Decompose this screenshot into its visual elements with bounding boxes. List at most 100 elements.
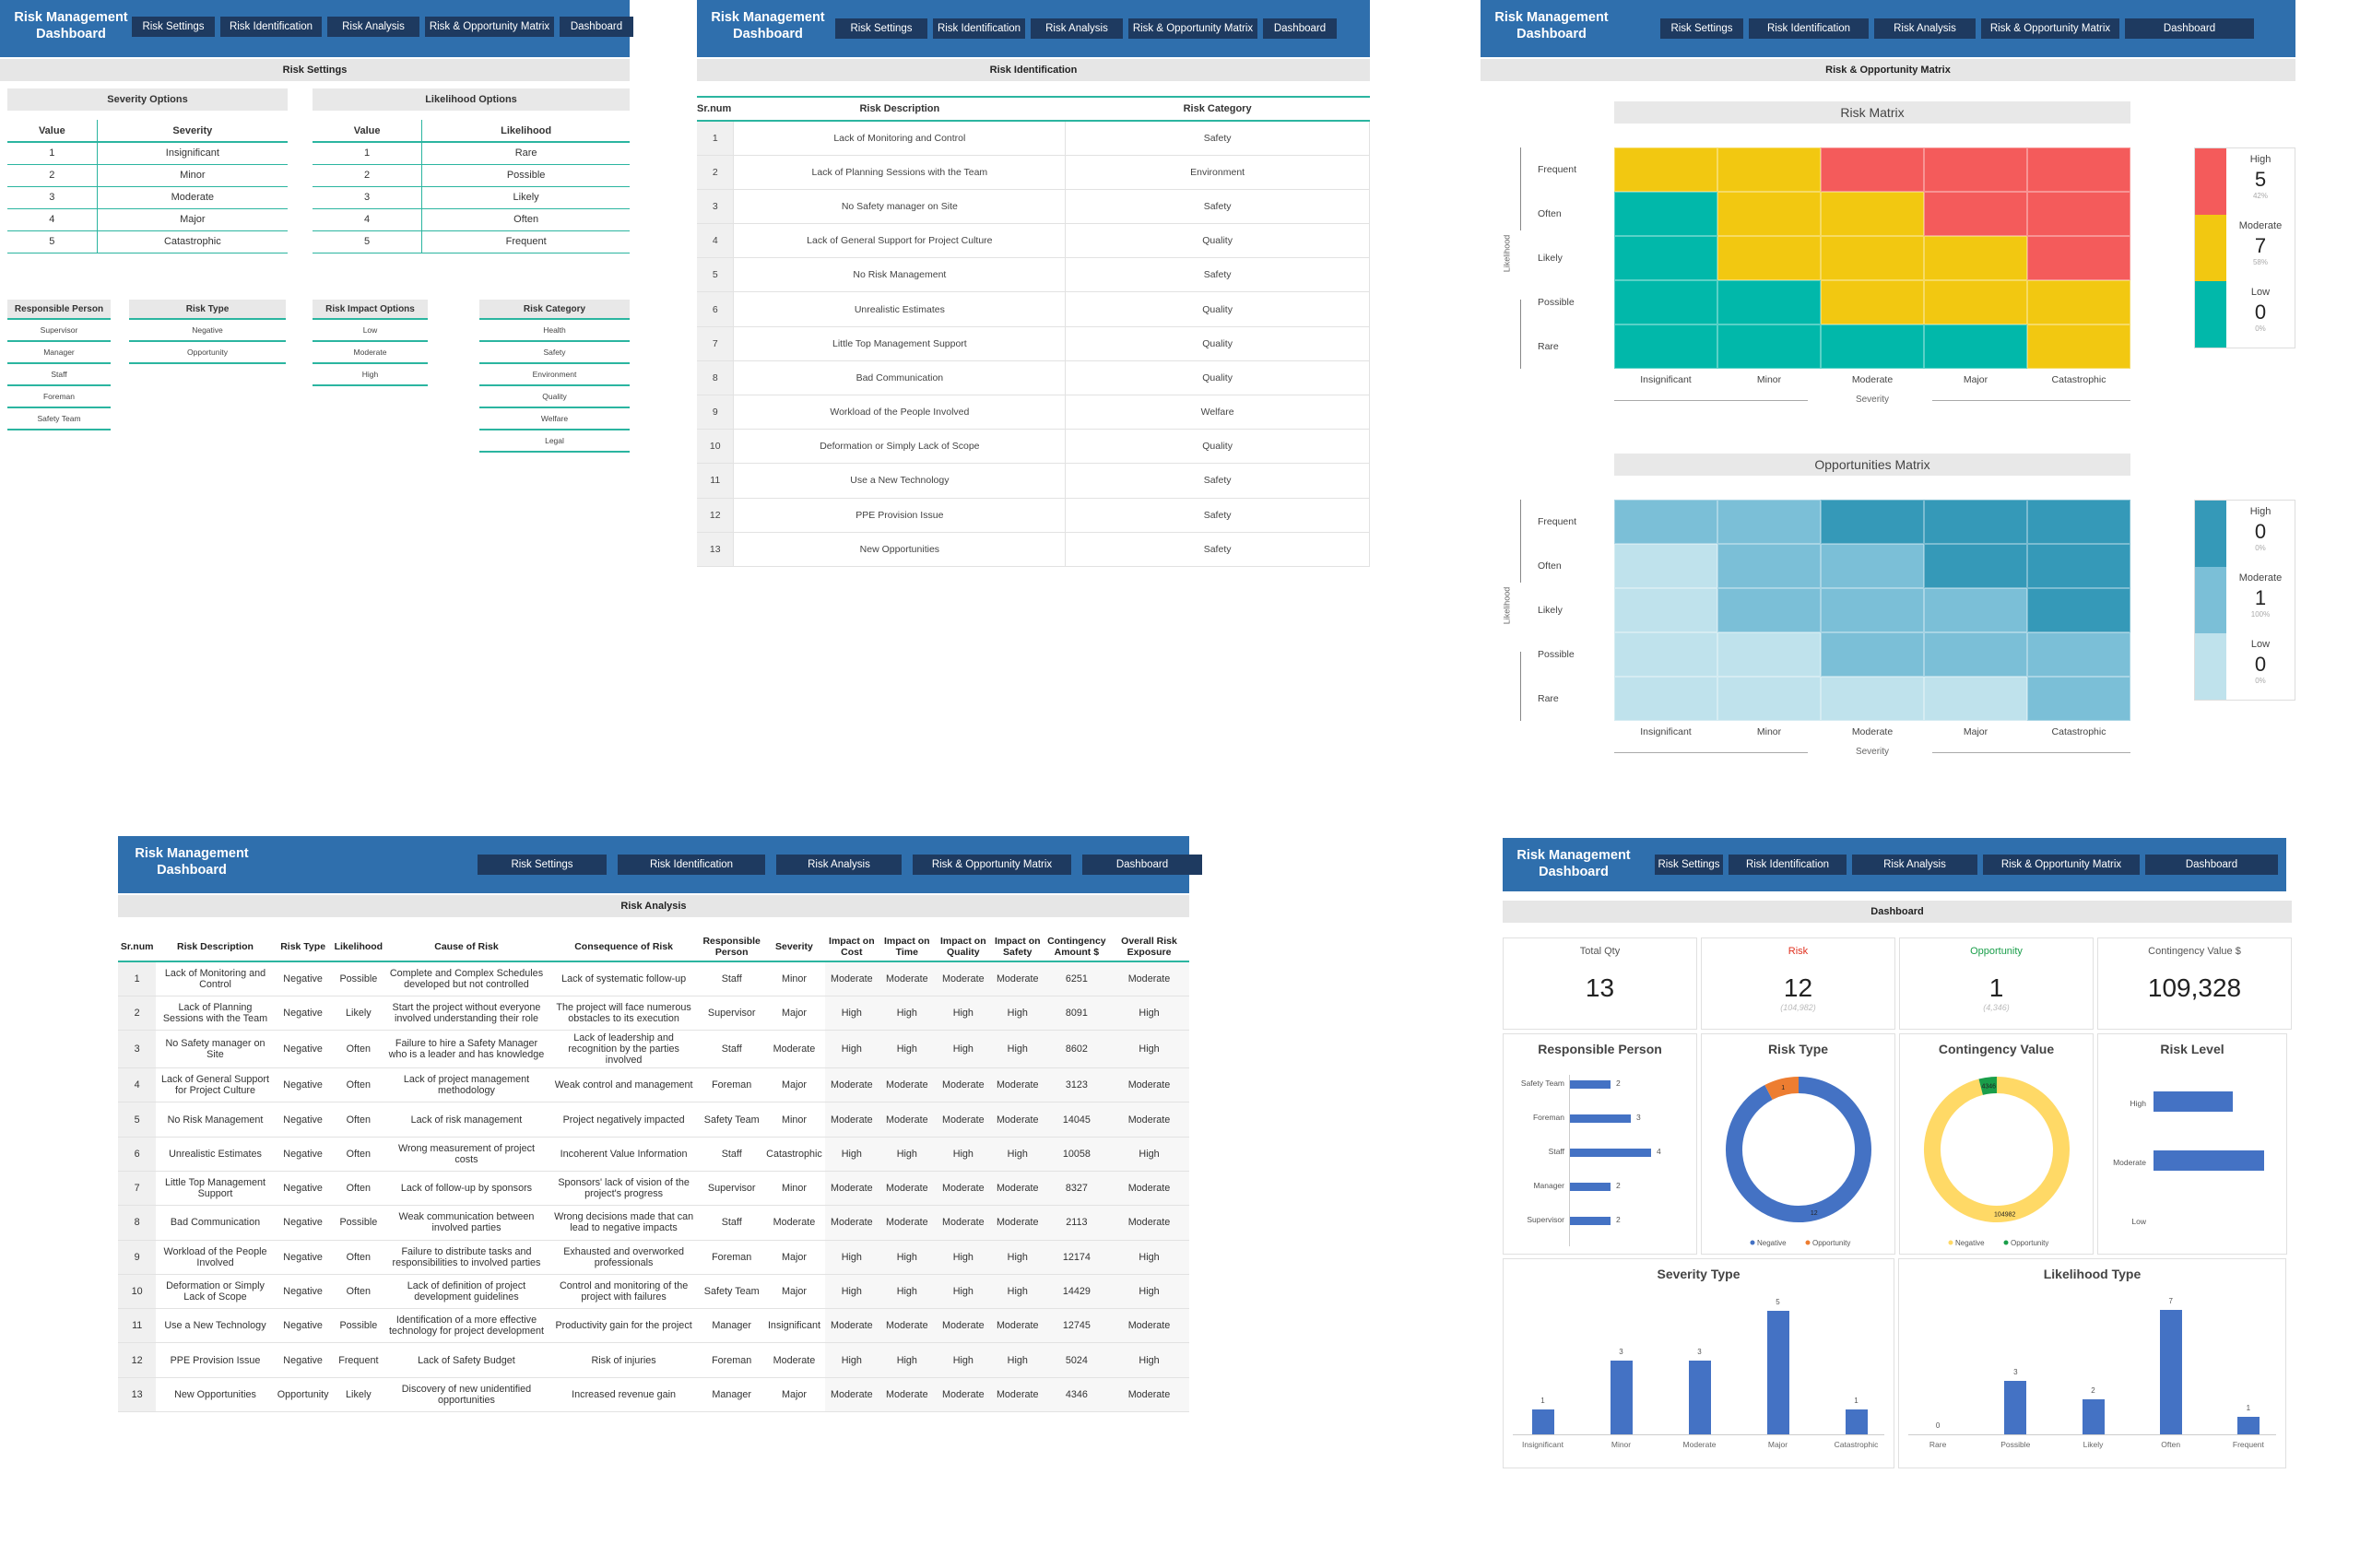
option-list-item: High [313,364,428,386]
nav-risk-settings[interactable]: Risk Settings [835,18,927,39]
matrix-cell [2027,280,2130,324]
table-cell: Safety [1065,498,1370,533]
table-row: 6 Unrealistic Estimates Negative Often Wrong… [118,1137,1189,1172]
matrix-cell [1924,280,2027,324]
table-cell: High [878,1137,936,1172]
option-list: Risk Impact Options Low Moderate High [313,300,428,386]
nav-risk-settings[interactable]: Risk Settings [1660,18,1743,39]
nav-risk-settings[interactable]: Risk Settings [478,855,607,875]
table-cell: 1 [313,142,423,165]
nav-risk-identification[interactable]: Risk Identification [1749,18,1869,39]
kpi-label: Contingency Value $ [2148,946,2241,957]
table-cell: Moderate [878,1377,936,1413]
table-cell: 1 [7,142,98,165]
legend-swatch [1805,1240,1811,1245]
column-header: Impact on Cost [824,932,879,962]
contingency-value-chart: Contingency Value 104982 4346 Negative Oppor… [1899,1033,2094,1255]
nav-risk-analysis[interactable]: Risk Analysis [327,17,419,37]
table-cell: 3 [697,189,735,225]
table-cell: 2 [697,155,735,190]
table-cell: Little Top Management Support [733,326,1067,361]
table-cell: High [935,1137,991,1172]
nav-dashboard[interactable]: Dashboard [560,17,633,37]
table-cell: Often [331,1274,386,1310]
nav-risk-opportunity-matrix[interactable]: Risk & Opportunity Matrix [913,855,1071,875]
risk-settings-panel: Risk Management Dashboard Risk Settings … [0,0,633,453]
nav-risk-identification[interactable]: Risk Identification [220,17,322,37]
table-cell: Moderate [935,1308,991,1344]
table-cell: Moderate [763,1205,825,1241]
nav-risk-identification[interactable]: Risk Identification [618,855,765,875]
donut-slice [1978,1077,1998,1095]
table-cell: 13 [697,532,735,567]
table-cell: 2 [118,996,157,1032]
table-row: 7 Little Top Management Support Quality [697,326,1370,361]
table-cell: 5 [118,1102,157,1138]
table-cell: Staff [700,1137,764,1172]
x-axis-line [1932,400,2130,401]
table-cell: Moderate [824,1377,879,1413]
nav-risk-settings[interactable]: Risk Settings [132,17,215,37]
option-list-item: Moderate [313,342,428,364]
header: Risk Management Dashboard Risk Settings … [1481,0,2295,57]
table-cell: High [824,1342,879,1378]
table-cell: Control and monitoring of the project wi… [547,1274,701,1310]
table-cell: Lack of General Support for Project Cult… [733,223,1067,259]
table-row: 5 No Risk Management Safety [697,257,1370,293]
table-cell: Moderate [878,1308,936,1344]
table-cell: 6251 [1044,961,1110,996]
nav-dashboard[interactable]: Dashboard [2145,855,2278,875]
table-cell: 8602 [1044,1030,1110,1069]
table-row: 2 Minor [7,164,288,187]
table-row: 3 No Safety manager on Site Negative Often F… [118,1030,1189,1069]
nav-bar: Risk Settings Risk Identification Risk A… [132,17,633,37]
option-list: Responsible Person Supervisor Manager Staff… [7,300,111,430]
nav-risk-opportunity-matrix[interactable]: Risk & Opportunity Matrix [1128,18,1257,39]
level-swatch [2195,281,2226,348]
table-cell: Major [763,1067,825,1103]
matrix-cell [2027,236,2130,280]
matrix-cell [1717,588,1821,632]
nav-risk-analysis[interactable]: Risk Analysis [1874,18,1976,39]
nav-risk-opportunity-matrix[interactable]: Risk & Opportunity Matrix [1981,18,2119,39]
nav-risk-identification[interactable]: Risk Identification [933,18,1025,39]
nav-dashboard[interactable]: Dashboard [1082,855,1202,875]
matrix-cell [1924,192,2027,236]
page-subtitle: Dashboard [1503,901,2292,923]
table-cell: Likely [331,996,386,1032]
table-cell: Often [331,1030,386,1069]
bar-label: Staff [1548,1147,1564,1156]
table-row: 5 No Risk Management Negative Often Lack of … [118,1102,1189,1138]
nav-dashboard[interactable]: Dashboard [1263,18,1337,39]
nav-risk-settings[interactable]: Risk Settings [1655,855,1723,875]
risk-identification-table: Sr.num Risk Description Risk Category 1 Lack… [697,96,1370,567]
bar-value: 7 [2168,1297,2173,1306]
table-cell: Negative [274,1171,332,1207]
nav-risk-analysis[interactable]: Risk Analysis [776,855,902,875]
bar-label: Minor [1611,1440,1632,1449]
table-cell: Lack of Planning Sessions with the Team [733,155,1067,190]
matrix-cell [1924,147,2027,192]
table-row: 13 New Opportunities Opportunity Likely Disc… [118,1377,1189,1413]
table-header-row: Sr.num Risk Description Risk Type Likelihoo… [118,932,1189,962]
table-cell: Moderate [935,961,991,996]
nav-dashboard[interactable]: Dashboard [2125,18,2254,39]
table-row: 4 Often [313,208,630,231]
table-cell: Moderate [878,961,936,996]
table-cell: Moderate [1109,1308,1189,1344]
nav-risk-opportunity-matrix[interactable]: Risk & Opportunity Matrix [425,17,554,37]
level-swatch [2195,148,2226,215]
table-cell: Moderate [1109,1377,1189,1413]
kpi-subvalue: (4,346) [1983,1003,2010,1012]
nav-risk-opportunity-matrix[interactable]: Risk & Opportunity Matrix [1983,855,2140,875]
table-cell: High [824,1240,879,1275]
nav-risk-analysis[interactable]: Risk Analysis [1852,855,1977,875]
nav-risk-identification[interactable]: Risk Identification [1729,855,1847,875]
table-cell: Lack of leadership and recognition by th… [547,1030,701,1069]
table-cell: Often [331,1067,386,1103]
table-row: 3 Likely [313,186,630,209]
matrix-cell [1924,236,2027,280]
nav-risk-analysis[interactable]: Risk Analysis [1031,18,1123,39]
matrix-cell [1614,588,1717,632]
level-row: Moderate 1 100% [2195,567,2295,633]
